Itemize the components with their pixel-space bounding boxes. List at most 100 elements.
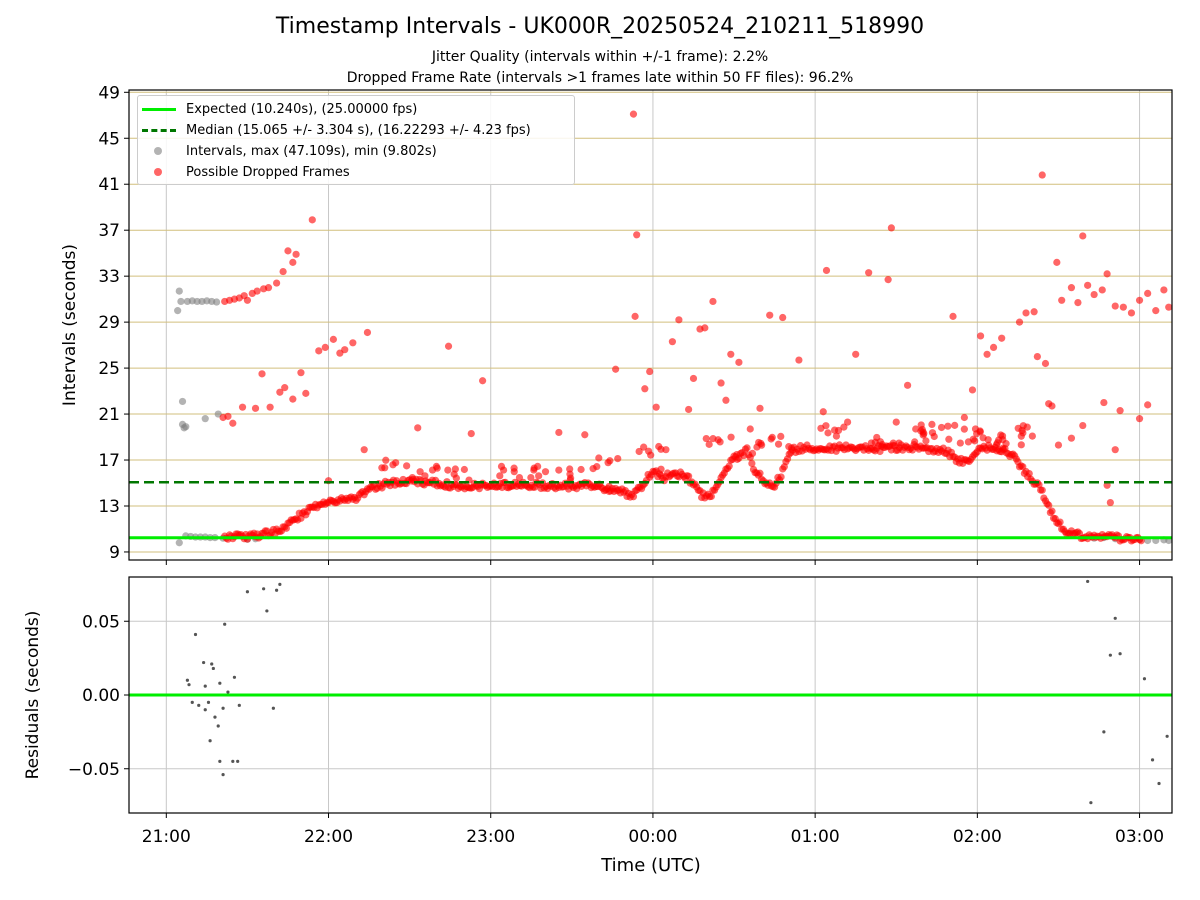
dropped-frame-point: [928, 420, 936, 429]
dropped-frame-point: [714, 436, 722, 444]
bottom-ytick-label: −0.05: [68, 760, 120, 780]
dropped-frame-point: [884, 276, 892, 284]
dropped-frame-point: [1079, 232, 1087, 240]
dropped-frame-point: [515, 473, 524, 482]
top-ytick-label: 41: [98, 175, 120, 195]
top-ytick-label: 13: [98, 497, 120, 517]
top-axes-frame: [128, 89, 1173, 561]
bottom-ticks: 21:00 22:00 23:00 00:00 01:00 02:00 03:00 0.05 0…: [68, 612, 1164, 847]
dropped-frame-point: [641, 385, 649, 393]
dropped-frame-point: [976, 332, 985, 340]
dropped-frame-point: [1090, 290, 1098, 299]
x-tick-label: 03:00: [1115, 827, 1164, 847]
top-ytick-label: 29: [98, 313, 120, 333]
dropped-frame-point: [1152, 307, 1160, 315]
dropped-frame-point: [702, 434, 710, 443]
x-tick-label: 23:00: [466, 827, 515, 847]
dropped-frame-point: [937, 423, 946, 432]
x-tick-label: 00:00: [628, 827, 677, 847]
residual-point: [197, 703, 201, 707]
dropped-frame-point: [1054, 441, 1063, 449]
residual-point: [218, 759, 222, 763]
dropped-frame-point: [1015, 318, 1024, 326]
dropped-frame-point: [614, 455, 622, 463]
dropped-frame-point: [989, 343, 998, 352]
top-ytick-label: 49: [98, 83, 120, 103]
dropped-frame-point: [887, 224, 895, 232]
dropped-frame-point: [416, 468, 424, 476]
residual-point: [221, 773, 225, 777]
dropped-frame-point: [707, 492, 715, 501]
dropped-frame-point: [414, 424, 422, 432]
dropped-frame-point: [497, 462, 506, 471]
residual-point: [1108, 653, 1112, 657]
residual-point: [203, 708, 207, 712]
dropped-frame-point: [479, 377, 487, 385]
dropped-frame-point: [1038, 486, 1046, 494]
dropped-frame-point: [555, 466, 563, 474]
dropped-frame-point: [873, 433, 881, 442]
residual-point: [1118, 652, 1122, 656]
dropped-frame-point: [467, 429, 475, 438]
dropped-frame-point: [652, 403, 660, 411]
dropped-frame-point: [746, 425, 754, 433]
dropped-frame-point: [253, 287, 261, 295]
legend-label-intervals: Intervals, max (47.109s), min (9.802s): [186, 143, 437, 159]
dropped-frame-point: [1135, 415, 1144, 423]
residual-point: [1102, 730, 1106, 734]
dropped-frame-point: [308, 216, 316, 224]
dropped-frame-point: [748, 449, 757, 458]
chart-subtitle-dropped: Dropped Frame Rate (intervals >1 frames …: [346, 70, 854, 86]
dropped-frame-point: [341, 346, 349, 354]
dropped-frame-point: [755, 438, 763, 447]
dropped-frame-point: [756, 469, 764, 477]
dropped-frame-point: [657, 465, 665, 473]
top-ytick-label: 45: [98, 129, 120, 149]
dropped-frame-point: [999, 444, 1007, 452]
legend: Expected (10.240s), (25.00000 fps) Media…: [137, 95, 575, 185]
top-ylabel: Intervals (seconds): [60, 244, 80, 406]
dropped-frame-point: [945, 435, 953, 443]
residual-point: [210, 662, 214, 666]
dropped-frame-point: [904, 381, 912, 389]
residual-point: [232, 675, 237, 679]
dropped-frame-point: [605, 482, 613, 491]
dropped-frame-point: [1058, 296, 1066, 304]
dropped-frame-point: [360, 446, 368, 454]
dropped-frame-point: [722, 396, 730, 404]
dropped-frame-point: [264, 284, 273, 292]
dropped-frame-point: [229, 419, 237, 427]
dropped-frame-point: [971, 437, 979, 445]
dropped-frame-point: [1056, 518, 1064, 526]
dropped-frame-point: [541, 468, 550, 476]
dropped-frame-point: [612, 365, 620, 373]
residual-point: [218, 681, 222, 685]
dropped-frame-point: [843, 418, 852, 426]
dropped-frame-point: [631, 312, 639, 320]
interval-point: [201, 415, 209, 423]
residual-point: [223, 622, 227, 626]
interval-point: [177, 297, 185, 306]
dropped-frame-point: [911, 438, 919, 446]
residual-point: [193, 632, 198, 637]
dropped-frame-point: [689, 374, 698, 383]
dropped-frame-point: [1028, 432, 1036, 440]
dropped-frame-point: [892, 418, 900, 426]
residual-point: [1086, 579, 1090, 584]
x-tick-label: 21:00: [142, 827, 191, 847]
dropped-frame-point: [787, 444, 796, 452]
legend-item-intervals: Intervals, max (47.109s), min (9.802s): [138, 141, 437, 161]
dropped-frame-point: [349, 339, 357, 347]
dropped-frame-point: [1116, 407, 1124, 415]
residual-point: [216, 724, 220, 728]
dropped-frame-point: [960, 413, 968, 422]
legend-item-expected: Expected (10.240s), (25.00000 fps): [138, 99, 417, 119]
dropped-frame-point: [566, 465, 574, 473]
dropped-frame-point: [822, 266, 831, 275]
chart-subtitle-jitter: Jitter Quality (intervals within +/-1 fr…: [431, 49, 769, 65]
dropped-frame-point: [321, 343, 329, 352]
residual-point: [278, 582, 282, 586]
dropped-frame-point: [1144, 289, 1152, 297]
residual-point: [187, 683, 191, 687]
